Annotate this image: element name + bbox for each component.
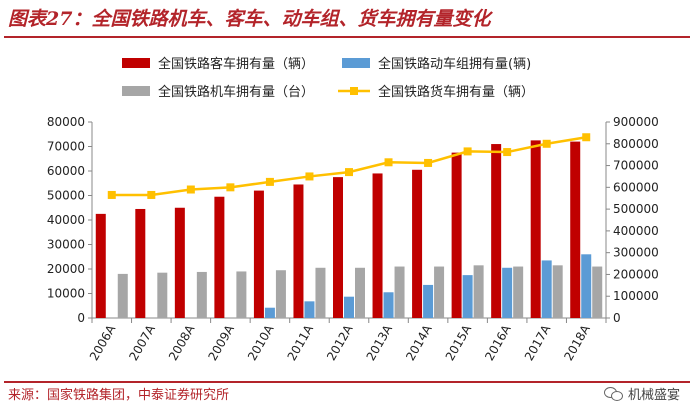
passenger-car-bar [530,140,541,318]
brand-watermark: 机械盛宴 [603,384,680,403]
legend-passenger-label: 全国铁路客车拥有量（辆） [158,56,314,72]
x-tick-label: 2012A [324,322,356,363]
left-tick-label: 50000 [47,189,85,203]
right-tick-label: 400000 [613,224,659,238]
passenger-car-bar [293,184,304,318]
freight-car-point [424,158,433,167]
passenger-car-bar [135,208,146,318]
freight-car-point [265,177,274,186]
passenger-car-bar [214,196,225,318]
x-tick-label: 2008A [166,322,198,363]
passenger-car-bar [412,169,423,318]
right-tick-label: 700000 [613,159,659,173]
legend-emu-swatch [342,58,370,68]
title-divider [4,36,690,38]
source-note: 来源：国家铁路集团，中泰证券研究所 [8,388,230,403]
right-tick-label: 200000 [613,267,659,281]
freight-car-point [345,168,353,177]
passenger-car-bar [95,213,106,318]
wechat-icon [603,386,624,401]
emu-bar [264,307,275,318]
passenger-car-bar [491,144,502,318]
locomotive-bar [275,270,286,318]
left-tick-label: 10000 [47,287,85,301]
legend-locomotive-label: 全国铁路机车拥有量（台） [158,84,314,100]
x-tick-label: 2017A [522,322,554,363]
locomotive-bar [157,272,168,318]
emu-bar [581,254,592,318]
chart-title: 图表27：全国铁路机车、客车、动车组、货车拥有量变化 [8,8,491,30]
freight-car-point [384,158,393,167]
footer-divider [4,381,690,383]
legend-emu-label: 全国铁路动车组拥有量(辆) [378,56,531,72]
freight-car-point [305,172,314,181]
emu-bar [462,275,473,318]
left-tick-label: 60000 [47,164,85,178]
emu-bar [304,301,315,318]
right-tick-label: 100000 [613,289,659,303]
chart-svg: 0 10000 20000 30000 40000 50000 60000 70000 8000… [47,56,659,363]
x-tick-label: 2010A [245,322,277,363]
passenger-car-bar [253,190,264,318]
emu-bar [423,284,434,318]
left-tick-label: 30000 [47,238,85,252]
locomotive-bar [315,267,326,318]
freight-car-point [503,148,512,157]
left-tick-label: 40000 [47,213,85,227]
brand-name: 机械盛宴 [627,388,680,403]
locomotive-bar [355,267,365,318]
right-tick-label: 300000 [613,246,659,260]
locomotive-bar [592,266,603,318]
left-tick-label: 0 [77,311,85,325]
x-tick-label: 2009A [205,322,237,363]
locomotive-bar [117,273,128,318]
x-tick-label: 2018A [561,322,593,363]
locomotive-bar [236,271,247,318]
freight-car-point [582,133,591,142]
freight-car-point [147,190,156,199]
right-tick-label: 500000 [613,202,659,216]
x-tick-label: 2006A [87,322,119,363]
freight-car-point [226,183,235,192]
emu-bar [344,296,354,318]
left-tick-label: 70000 [47,140,85,154]
right-tick-label: 0 [613,311,621,325]
legend-freight-marker [350,87,358,95]
locomotive-bar [434,266,445,318]
right-tick-label: 800000 [613,137,659,151]
locomotive-bar [473,265,484,318]
locomotive-bar [552,265,563,318]
freight-car-point [542,139,551,148]
right-tick-label: 600000 [613,180,659,194]
passenger-car-bar [174,207,185,318]
freight-car-point [463,147,472,156]
passenger-car-bar [333,177,343,318]
left-tick-label: 80000 [47,115,85,129]
right-tick-label: 900000 [613,115,659,129]
freight-car-point [107,190,116,199]
emu-bar [383,292,394,318]
passenger-car-bar [451,152,462,318]
x-tick-label: 2007A [126,322,158,363]
locomotive-bar [513,266,524,318]
legend-freight-label: 全国铁路货车拥有量（辆） [378,84,534,100]
emu-bar [502,267,513,318]
freight-car-point [186,185,195,194]
legend-locomotive-swatch [122,86,150,96]
emu-bar [541,260,552,318]
left-tick-label: 20000 [47,262,85,276]
x-tick-label: 2013A [364,322,396,363]
passenger-car-bar [372,173,383,318]
freight-car-line [111,136,587,197]
locomotive-bar [394,266,405,318]
legend-passenger-swatch [122,58,150,68]
x-tick-label: 2014A [403,322,435,363]
passenger-car-bar [570,141,581,318]
locomotive-bar [196,271,207,318]
x-tick-label: 2015A [443,322,475,363]
x-tick-label: 2011A [285,322,317,363]
x-tick-label: 2016A [482,322,514,363]
